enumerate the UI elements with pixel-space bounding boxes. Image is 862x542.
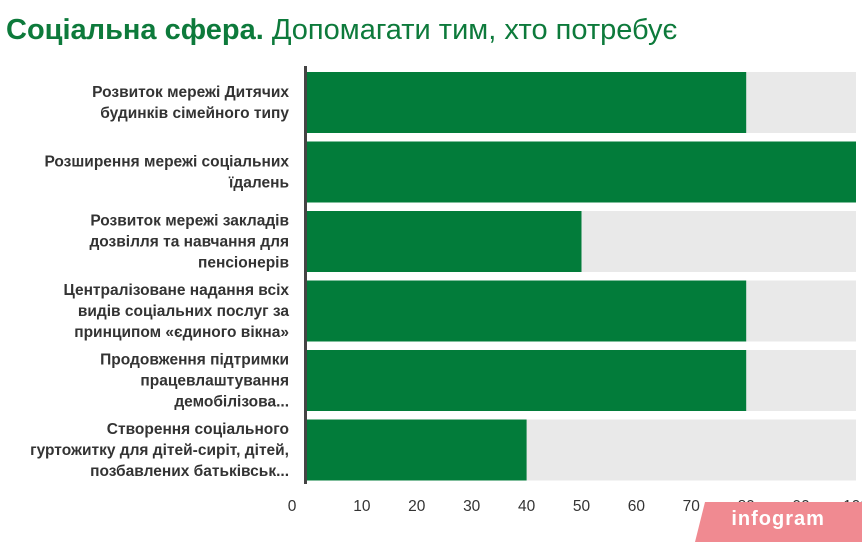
category-label-line: Розвиток мережі Дитячих [92, 84, 289, 101]
bar [307, 211, 582, 272]
category-label-line: Створення соціального [107, 421, 289, 438]
x-tick-label: 30 [463, 498, 481, 515]
category-label: Централізоване надання всіх видів соціаль… [63, 282, 289, 341]
category-label-line: Централізоване надання всіх [63, 282, 289, 299]
category-label-line: дозвілля та навчання для [89, 234, 289, 251]
category-label-line: працевлаштування [140, 373, 289, 390]
category-label-line: пенсіонерів [198, 255, 289, 272]
x-tick-label: 40 [518, 498, 536, 515]
x-tick-label: 70 [683, 498, 701, 515]
bar [307, 72, 747, 133]
chart-title: Соціальна сфера. Допомагати тим, хто пот… [6, 14, 677, 47]
category-label-line: видів соціальних послуг за [78, 303, 290, 320]
infogram-watermark: infogram [695, 502, 862, 542]
x-tick-label: 60 [628, 498, 646, 515]
category-label-line: будинків сімейного типу [100, 105, 289, 122]
title-rest: Допомагати тим, хто потребує [263, 14, 678, 46]
bar-chart: Розвиток мережі Дитячих будинків сімейног… [30, 66, 862, 515]
bar [307, 350, 747, 411]
category-label: Розширення мережі соціальних їдалень [44, 154, 289, 192]
title-bold: Соціальна сфера. [6, 14, 264, 46]
category-label: Розвиток мережі закладів дозвілля та навч… [89, 213, 289, 272]
bar [307, 419, 527, 481]
watermark-text: infogram [731, 508, 825, 530]
category-label: Створення соціального гуртожитку для діте… [30, 421, 289, 480]
category-label: Продовження підтримки працевлаштування дем… [100, 352, 289, 411]
x-tick-label: 10 [353, 498, 371, 515]
category-label-line: позбавлених батьківськ... [90, 463, 289, 480]
category-label: Розвиток мережі Дитячих будинків сімейног… [92, 84, 289, 122]
category-label-line: Розвиток мережі закладів [90, 213, 289, 230]
category-label-line: Продовження підтримки [100, 352, 289, 369]
bar [307, 280, 747, 342]
x-tick-label: 50 [573, 498, 591, 515]
category-label-line: демобілізова... [174, 394, 289, 411]
x-tick-label: 0 [288, 498, 297, 515]
category-label-line: Розширення мережі соціальних [44, 154, 289, 171]
x-tick-label: 20 [408, 498, 426, 515]
category-label-line: принципом «єдиного вікна» [74, 324, 289, 341]
bar [307, 141, 856, 203]
y-axis-line [304, 66, 307, 484]
category-label-line: їдалень [228, 175, 289, 192]
category-label-line: гуртожитку для дітей-сиріт, дітей, [30, 442, 289, 459]
